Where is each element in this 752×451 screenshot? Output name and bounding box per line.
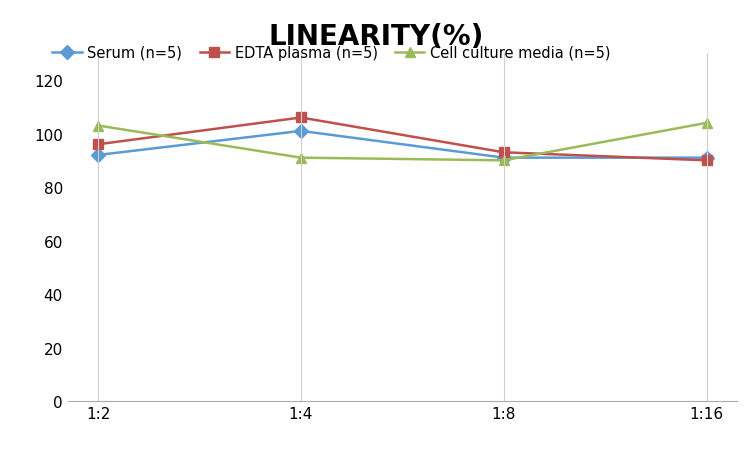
Cell culture media (n=5): [296, 156, 305, 161]
Serum (n=5): [93, 153, 102, 158]
Line: Serum (n=5): Serum (n=5): [93, 127, 711, 163]
Cell culture media (n=5): [499, 158, 508, 164]
Serum (n=5): [296, 129, 305, 134]
Line: EDTA plasma (n=5): EDTA plasma (n=5): [93, 113, 711, 166]
Line: Cell culture media (n=5): Cell culture media (n=5): [93, 119, 711, 166]
EDTA plasma (n=5): [702, 158, 711, 164]
EDTA plasma (n=5): [296, 115, 305, 121]
Serum (n=5): [499, 156, 508, 161]
EDTA plasma (n=5): [499, 150, 508, 156]
Cell culture media (n=5): [93, 124, 102, 129]
Cell culture media (n=5): [702, 121, 711, 126]
EDTA plasma (n=5): [93, 142, 102, 147]
Serum (n=5): [702, 156, 711, 161]
Legend: Serum (n=5), EDTA plasma (n=5), Cell culture media (n=5): Serum (n=5), EDTA plasma (n=5), Cell cul…: [53, 46, 611, 60]
Text: LINEARITY(%): LINEARITY(%): [268, 23, 484, 51]
